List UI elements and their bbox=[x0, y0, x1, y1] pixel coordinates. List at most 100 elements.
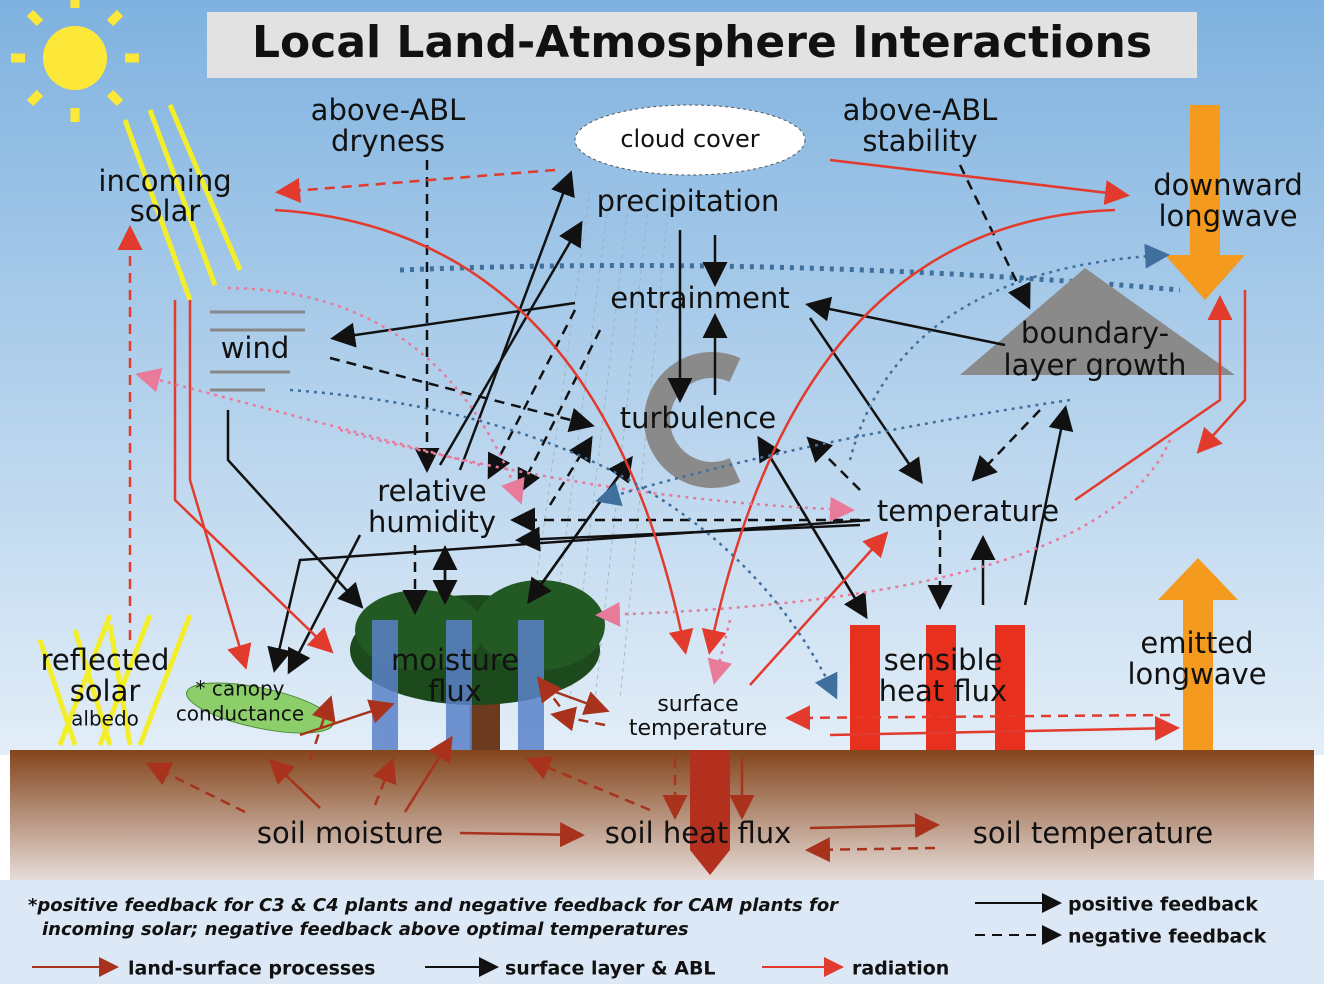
arrow bbox=[289, 388, 838, 700]
arrow bbox=[329, 356, 595, 433]
arrow bbox=[275, 168, 556, 203]
node-label: reflected bbox=[41, 643, 170, 677]
longwave-arrows bbox=[1158, 105, 1245, 750]
arrow bbox=[299, 699, 395, 737]
node-label: solar bbox=[70, 674, 141, 708]
arrow bbox=[135, 368, 481, 467]
arrow bbox=[848, 243, 1170, 461]
boundary-layer-shape bbox=[960, 268, 1235, 375]
footnote: *positive feedback for C3 & C4 plants an… bbox=[28, 895, 839, 916]
arrow bbox=[707, 619, 732, 685]
legend-land: land-surface processes bbox=[128, 958, 375, 980]
title: Local Land-Atmosphere Interactions bbox=[252, 17, 1152, 68]
arrow bbox=[145, 762, 246, 814]
arrow bbox=[330, 301, 576, 348]
arrow bbox=[517, 329, 602, 495]
arrow bbox=[403, 735, 453, 813]
arrow bbox=[373, 757, 397, 806]
node-label: boundary- bbox=[1021, 316, 1169, 350]
legend-abl: surface layer & ABL bbox=[505, 958, 716, 980]
turbulence-swirl bbox=[644, 352, 741, 488]
arrow bbox=[1023, 405, 1074, 606]
node-label: wind bbox=[221, 331, 290, 365]
ground bbox=[10, 750, 1314, 880]
arrow bbox=[550, 706, 606, 732]
arrow bbox=[287, 534, 362, 675]
arrow bbox=[809, 812, 940, 838]
arrow bbox=[829, 715, 1180, 741]
node-label: incoming bbox=[98, 164, 231, 198]
node-label: conductance bbox=[176, 702, 304, 726]
legend-radiation: radiation bbox=[852, 958, 949, 980]
arrow bbox=[1196, 290, 1247, 454]
footnote: incoming solar; negative feedback above … bbox=[42, 919, 689, 940]
title-box bbox=[207, 12, 1197, 78]
arrow bbox=[595, 398, 1071, 507]
arrow bbox=[805, 296, 1006, 347]
arrow bbox=[806, 436, 861, 491]
arrow bbox=[525, 756, 651, 812]
arrow bbox=[188, 300, 252, 670]
node-label: soil moisture bbox=[257, 816, 443, 850]
node-label: moisture bbox=[391, 643, 519, 677]
arrow bbox=[785, 705, 1171, 731]
node-label: solar bbox=[130, 194, 201, 228]
cloud bbox=[574, 104, 806, 176]
node-label: emitted bbox=[1140, 626, 1253, 660]
legend-positive: positive feedback bbox=[1068, 894, 1258, 916]
node-label: longwave bbox=[1127, 657, 1266, 691]
arrow bbox=[749, 531, 889, 686]
node-label: albedo bbox=[71, 707, 139, 731]
arrow bbox=[958, 164, 1031, 310]
footer-panel bbox=[0, 880, 1324, 984]
node-label: surface bbox=[657, 692, 738, 717]
node-label: downward bbox=[1153, 168, 1303, 202]
node-label: heat flux bbox=[879, 674, 1007, 708]
arrow bbox=[459, 822, 585, 848]
arrow bbox=[227, 286, 525, 505]
solar-rays bbox=[37, 104, 243, 746]
arrow bbox=[438, 220, 583, 466]
node-label: temperature bbox=[877, 494, 1059, 528]
arrow bbox=[549, 688, 610, 715]
arrow bbox=[487, 309, 577, 480]
arrow bbox=[829, 158, 1130, 206]
node-label: soil heat flux bbox=[605, 816, 792, 850]
node-label: sensible bbox=[884, 643, 1003, 677]
arrow bbox=[458, 170, 575, 471]
arrow bbox=[173, 300, 334, 654]
node-label: flux bbox=[428, 674, 482, 708]
arrow bbox=[268, 758, 321, 809]
node-label: stability bbox=[862, 124, 977, 158]
sun bbox=[11, 0, 139, 122]
arrow bbox=[274, 208, 694, 655]
node-label: temperature bbox=[629, 716, 767, 741]
wind-lines bbox=[210, 310, 305, 392]
heat-columns bbox=[690, 625, 1025, 875]
node-label: turbulence bbox=[620, 401, 777, 435]
legend-negative: negative feedback bbox=[1068, 926, 1267, 948]
arrow bbox=[757, 435, 867, 616]
node-label: above-ABL bbox=[843, 93, 998, 127]
moisture-columns bbox=[372, 620, 544, 750]
node-label: above-ABL bbox=[311, 93, 466, 127]
node-label: * canopy bbox=[195, 677, 284, 701]
arrow bbox=[1074, 295, 1233, 502]
node-label: cloud cover bbox=[620, 125, 759, 153]
arrow bbox=[267, 518, 871, 673]
node-label: relative bbox=[377, 474, 486, 508]
node-label: soil temperature bbox=[973, 816, 1213, 850]
arrow bbox=[805, 837, 936, 863]
arrow bbox=[808, 317, 923, 485]
node-label: layer growth bbox=[1004, 348, 1187, 382]
node-label: humidity bbox=[368, 505, 496, 539]
arrow bbox=[701, 208, 1116, 655]
node-label: entrainment bbox=[610, 281, 790, 315]
arrow bbox=[339, 428, 855, 522]
node-label: dryness bbox=[331, 124, 445, 158]
arrow bbox=[308, 695, 336, 761]
node-label: precipitation bbox=[597, 184, 780, 218]
arrow bbox=[548, 435, 593, 506]
arrow bbox=[226, 410, 364, 609]
